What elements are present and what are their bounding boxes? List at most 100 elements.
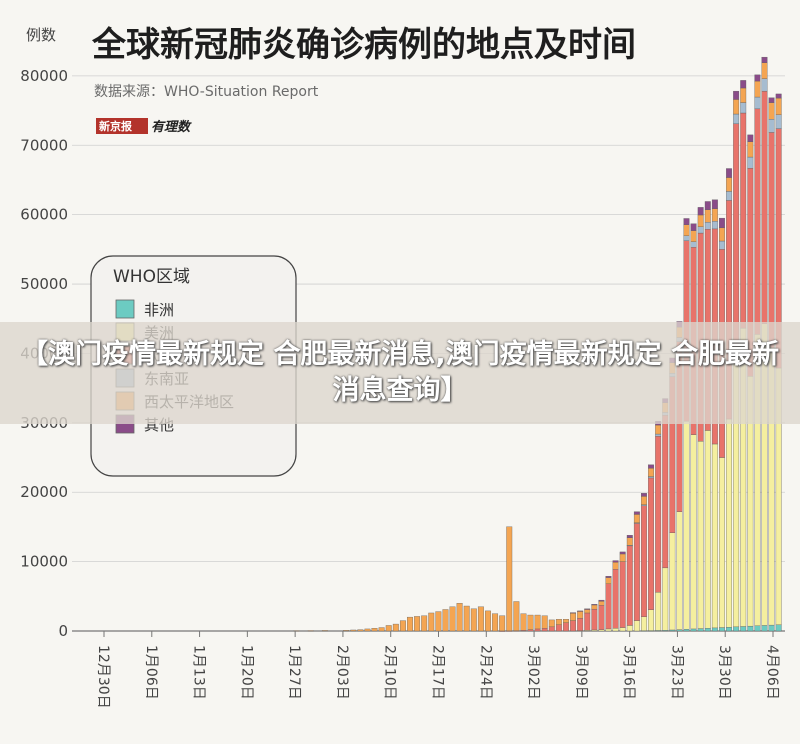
- x-tick-label: 2月17日: [430, 645, 446, 700]
- bar-segment-4: [719, 227, 725, 242]
- bar-segment-4: [605, 577, 612, 584]
- bar-segment-4: [754, 80, 761, 98]
- bar-segment-4: [775, 97, 782, 115]
- x-tick-label: 3月09日: [573, 645, 589, 700]
- y-tick-label: 50000: [20, 275, 68, 293]
- bar-segment-2: [598, 605, 605, 630]
- bar-segment-4: [563, 619, 569, 623]
- bar-segment-5: [697, 207, 704, 216]
- bar-segment-5: [747, 134, 754, 142]
- x-tick-label: 1月20日: [238, 645, 254, 700]
- bar-segment-4: [307, 630, 314, 632]
- x-tick-label: 1月13日: [191, 645, 207, 700]
- bar-segment-5: [733, 90, 740, 100]
- bar-segment-4: [548, 619, 555, 628]
- bar-segment-5: [768, 97, 775, 103]
- bar-segment-4: [364, 628, 371, 632]
- x-tick-label: 2月03日: [334, 645, 350, 700]
- bar-segment-4: [378, 627, 385, 632]
- bar-segment-4: [414, 616, 421, 632]
- bar-segment-4: [534, 614, 541, 630]
- bar-segment-4: [761, 62, 768, 79]
- x-tick-label: 3月16日: [621, 645, 637, 700]
- bar-segment-1: [648, 609, 654, 631]
- bar-segment-4: [655, 424, 662, 435]
- bar-segment-1: [669, 532, 676, 631]
- bar-segment-2: [584, 612, 591, 631]
- bar-segment-1: [619, 627, 626, 632]
- bar-segment-3: [754, 96, 761, 110]
- bar-segment-5: [719, 217, 725, 229]
- bar-segment-3: [690, 241, 697, 248]
- bar-segment-5: [619, 551, 626, 555]
- bar-segment-3: [761, 78, 768, 92]
- bar-segment-1: [704, 430, 711, 629]
- bar-segment-2: [577, 617, 584, 631]
- bar-segment-5: [577, 610, 584, 612]
- logo-right-text: 有理数: [151, 119, 192, 135]
- bar-segment-2: [761, 90, 768, 324]
- bar-segment-4: [697, 214, 704, 227]
- bar-segment-2: [548, 626, 555, 632]
- bar-segment-2: [591, 608, 598, 631]
- bar-segment-4: [485, 610, 491, 632]
- bar-segment-5: [711, 199, 718, 209]
- bar-segment-4: [648, 468, 654, 477]
- bar-segment-3: [697, 226, 704, 234]
- bar-segment-2: [570, 620, 577, 632]
- bar-segment-4: [633, 514, 640, 523]
- x-tick-label: 1月27日: [286, 645, 302, 700]
- bar-segment-4: [726, 177, 732, 192]
- bar-segment-2: [662, 415, 669, 569]
- bar-segment-0: [719, 627, 725, 632]
- bar-segment-4: [371, 628, 378, 632]
- chart-title: 全球新冠肺炎确诊病例的地点及时间: [91, 25, 636, 65]
- bar-segment-4: [428, 612, 435, 632]
- bar-segment-5: [683, 218, 690, 225]
- bar-segment-4: [321, 630, 328, 632]
- bar-segment-5: [570, 612, 577, 614]
- publisher-logo: 新京报 有理数: [96, 118, 192, 135]
- y-tick-label: 20000: [20, 483, 68, 501]
- bar-segment-1: [633, 620, 640, 632]
- bar-segment-1: [690, 434, 697, 630]
- bar-segment-4: [747, 141, 754, 158]
- bar-segment-4: [598, 600, 605, 606]
- bar-segment-2: [534, 628, 541, 632]
- bar-segment-5: [740, 80, 747, 89]
- bar-segment-4: [711, 208, 718, 222]
- bar-segment-2: [541, 628, 548, 632]
- bar-segment-5: [605, 576, 612, 578]
- bar-segment-0: [733, 626, 740, 632]
- bar-segment-1: [662, 567, 669, 631]
- bar-segment-4: [555, 619, 562, 625]
- bar-segment-4: [513, 601, 520, 631]
- bar-segment-5: [648, 464, 654, 469]
- bar-segment-3: [683, 235, 690, 241]
- bar-segment-1: [605, 628, 612, 632]
- bar-segment-4: [768, 102, 775, 120]
- x-tick-label: 1月06日: [143, 645, 159, 700]
- bar-segment-1: [711, 443, 718, 629]
- bar-segment-3: [740, 102, 747, 114]
- bar-segment-1: [726, 418, 732, 628]
- bar-segment-3: [775, 114, 782, 129]
- bar-segment-5: [704, 201, 711, 210]
- bar-segment-2: [555, 624, 562, 632]
- bar-segment-3: [711, 221, 718, 230]
- bar-segment-5: [775, 93, 782, 99]
- x-tick-label: 3月02日: [525, 645, 541, 700]
- bar-segment-4: [350, 629, 357, 632]
- bar-segment-4: [690, 230, 697, 242]
- bar-segment-0: [690, 628, 697, 632]
- bar-segment-4: [456, 603, 463, 632]
- bar-segment-5: [761, 56, 768, 63]
- bar-segment-4: [449, 606, 456, 632]
- bar-segment-4: [704, 209, 711, 223]
- y-tick-label: 70000: [20, 136, 68, 154]
- bar-segment-5: [726, 168, 732, 178]
- bar-segment-1: [697, 441, 704, 629]
- bar-segment-4: [619, 553, 626, 562]
- bar-segment-3: [655, 433, 662, 437]
